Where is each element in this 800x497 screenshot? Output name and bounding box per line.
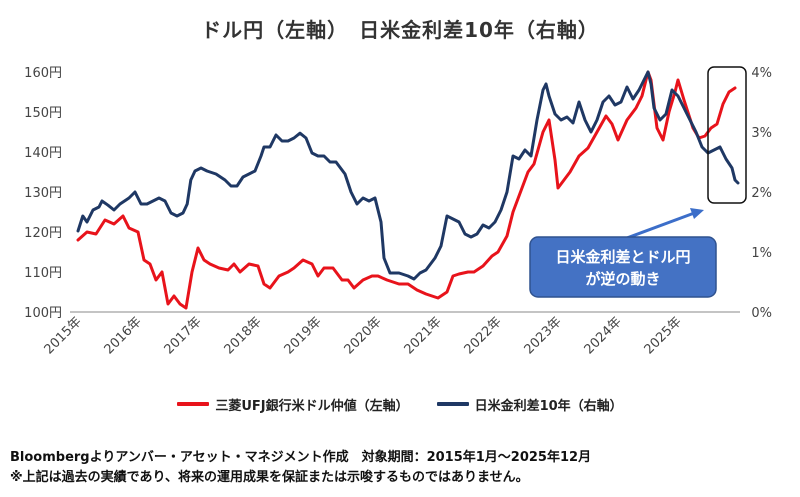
y-right-tick-label: 2% [751, 186, 772, 201]
x-tick-label: 2020年 [342, 314, 385, 357]
legend-swatch-usdjpy [177, 402, 210, 406]
chart-title: ドル円（左軸） 日米金利差10年（右軸） [201, 18, 599, 42]
y-left-tick-label: 140円 [24, 146, 62, 161]
y-left-tick-label: 100円 [24, 306, 62, 321]
highlight-box [707, 66, 747, 204]
y-left-tick-label: 150円 [24, 106, 62, 121]
y-left-tick-label: 160円 [24, 66, 62, 81]
x-tick-label: 2024年 [582, 314, 625, 357]
callout-arrow-head [690, 208, 704, 219]
legend-label-usdjpy: 三菱UFJ銀行米ドル仲値（左軸） [215, 398, 409, 414]
x-tick-label: 2019年 [282, 314, 325, 357]
y-left-tick-label: 130円 [24, 186, 62, 201]
x-tick-label: 2023年 [522, 314, 565, 357]
callout-text-line: 日米金利差とドル円 [555, 248, 690, 266]
legend-label-spread: 日米金利差10年（右軸） [474, 398, 623, 414]
x-tick-label: 2022年 [462, 314, 505, 357]
rate-spread-line [76, 70, 740, 281]
legend-swatch-spread [436, 402, 469, 406]
legend-item-spread: 日米金利差10年（右軸） [436, 395, 623, 414]
usdjpy-line [76, 70, 737, 310]
y-right-tick-label: 0% [751, 306, 772, 321]
y-right-tick-label: 1% [751, 246, 772, 261]
y-right-tick-label: 3% [751, 126, 772, 141]
y-right-tick-label: 4% [751, 66, 772, 81]
disclaimer-note: ※上記は過去の実績であり、将来の運用成果を保証または示唆するものではありません。 [10, 470, 529, 485]
callout-text-line: が逆の動き [585, 270, 660, 288]
legend-item-usdjpy: 三菱UFJ銀行米ドル仲値（左軸） [177, 395, 409, 414]
source-note: Bloombergよりアンバー・アセット・マネジメント作成 対象期間：2015年… [10, 450, 592, 465]
x-tick-label: 2025年 [642, 314, 685, 357]
x-tick-label: 2021年 [402, 314, 445, 357]
x-tick-label: 2018年 [222, 314, 265, 357]
x-tick-label: 2017年 [162, 314, 205, 357]
chart-legend: 三菱UFJ銀行米ドル仲値（左軸） 日米金利差10年（右軸） [0, 392, 800, 416]
callout-box [529, 236, 717, 298]
y-left-tick-label: 110円 [24, 266, 62, 281]
x-tick-label: 2016年 [102, 314, 145, 357]
y-left-tick-label: 120円 [24, 226, 62, 241]
